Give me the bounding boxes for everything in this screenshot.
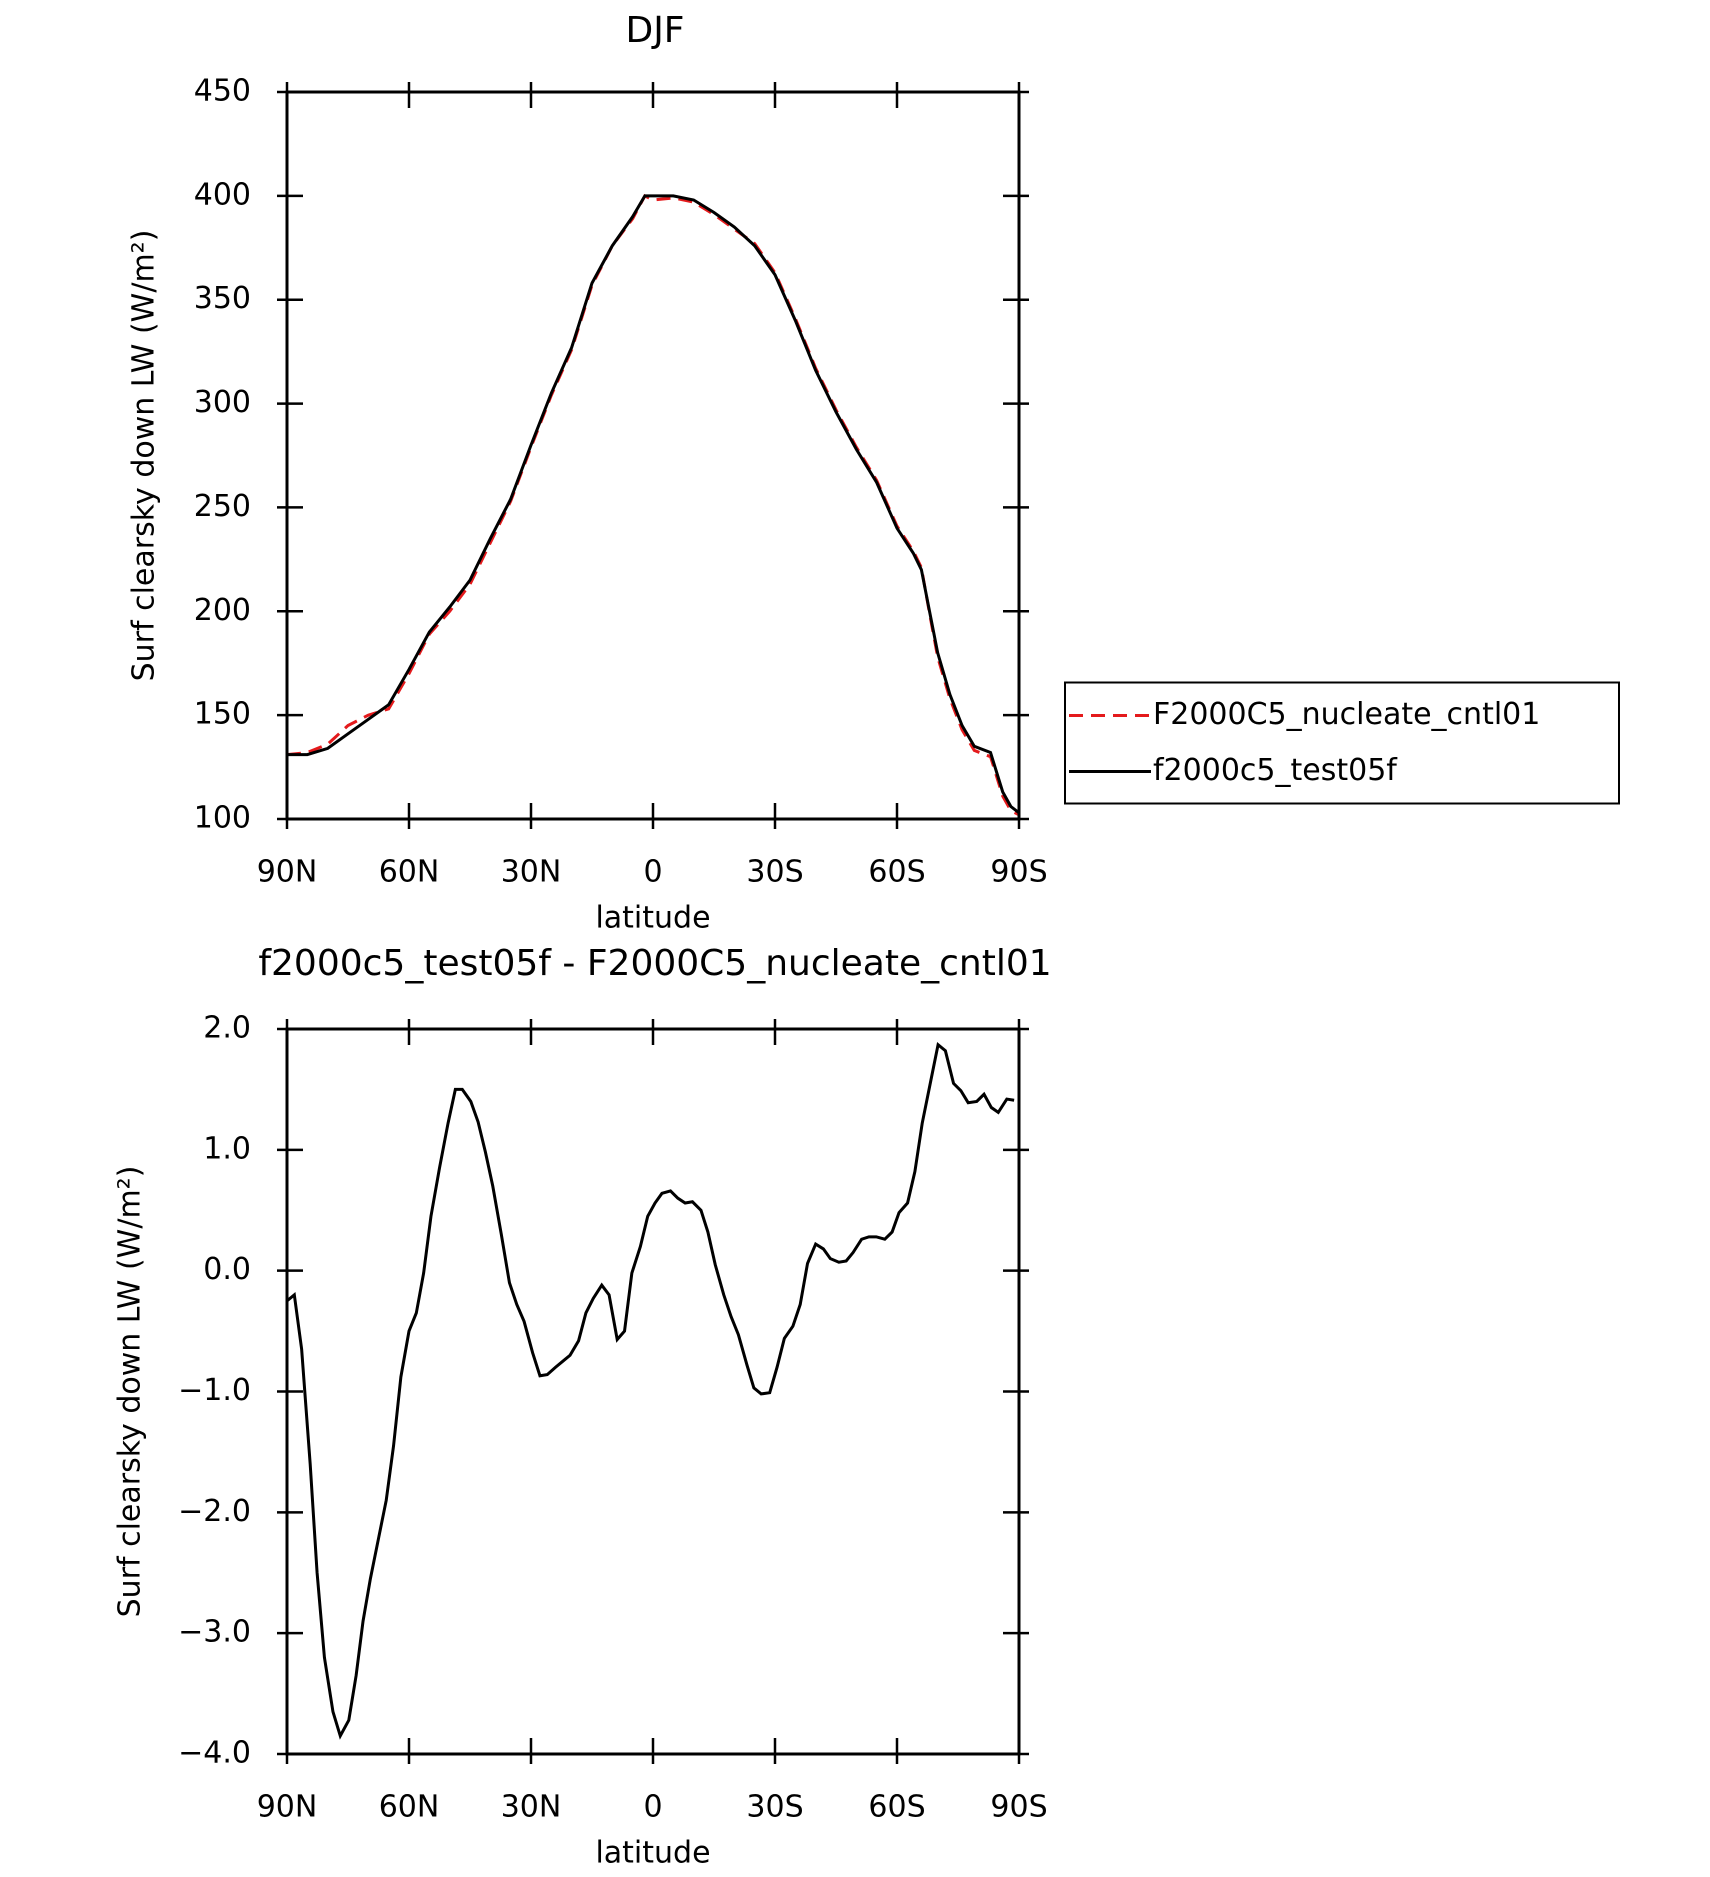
x-tick-label: 30S (746, 1790, 803, 1825)
x-axis-label: latitude (595, 1836, 710, 1871)
y-tick-label: 300 (194, 385, 251, 420)
x-tick-label: 90S (990, 855, 1047, 890)
y-axis-label: Surf clearsky down LW (W/m²) (113, 1166, 148, 1618)
y-tick-label: 350 (194, 281, 251, 316)
data-line (286, 193, 1020, 817)
y-tick-label: −4.0 (178, 1736, 251, 1771)
x-tick-label: 90N (257, 855, 318, 890)
x-axis-label: latitude (595, 901, 710, 936)
x-tick-label: 0 (643, 855, 662, 890)
y-tick-label: 2.0 (203, 1011, 251, 1046)
x-tick-label: 90N (257, 1790, 318, 1825)
y-tick-label: 0.0 (203, 1252, 251, 1287)
x-tick-label: 30S (746, 855, 803, 890)
plot-frame (285, 90, 1021, 821)
y-axis-label: Surf clearsky down LW (W/m²) (127, 230, 162, 682)
x-tick-label: 60S (868, 855, 925, 890)
y-tick-label: 400 (194, 177, 251, 212)
data-line (287, 194, 1020, 814)
plot-frame (285, 1027, 1021, 1756)
chart-title: DJF (625, 10, 684, 51)
data-line (286, 1041, 1015, 1740)
x-tick-label: 0 (643, 1790, 662, 1825)
y-tick-label: 200 (194, 593, 251, 628)
y-tick-label: 100 (194, 801, 251, 836)
y-tick-label: 250 (194, 489, 251, 524)
y-tick-label: −3.0 (178, 1615, 251, 1650)
y-tick-label: 450 (194, 74, 251, 109)
y-tick-label: 150 (194, 697, 251, 732)
x-tick-label: 60N (379, 1790, 440, 1825)
y-tick-label: 1.0 (203, 1131, 251, 1166)
x-tick-label: 90S (990, 1790, 1047, 1825)
x-tick-label: 30N (501, 855, 562, 890)
x-tick-label: 30N (501, 1790, 562, 1825)
x-tick-label: 60S (868, 1790, 925, 1825)
y-tick-label: −1.0 (178, 1373, 251, 1408)
legend-label: f2000c5_test05f (1153, 753, 1398, 788)
y-tick-label: −2.0 (178, 1494, 251, 1529)
chart-title: f2000c5_test05f - F2000C5_nucleate_cntl0… (258, 943, 1051, 984)
x-tick-label: 60N (379, 855, 440, 890)
legend-box (1064, 681, 1620, 805)
legend-label: F2000C5_nucleate_cntl01 (1153, 697, 1540, 732)
